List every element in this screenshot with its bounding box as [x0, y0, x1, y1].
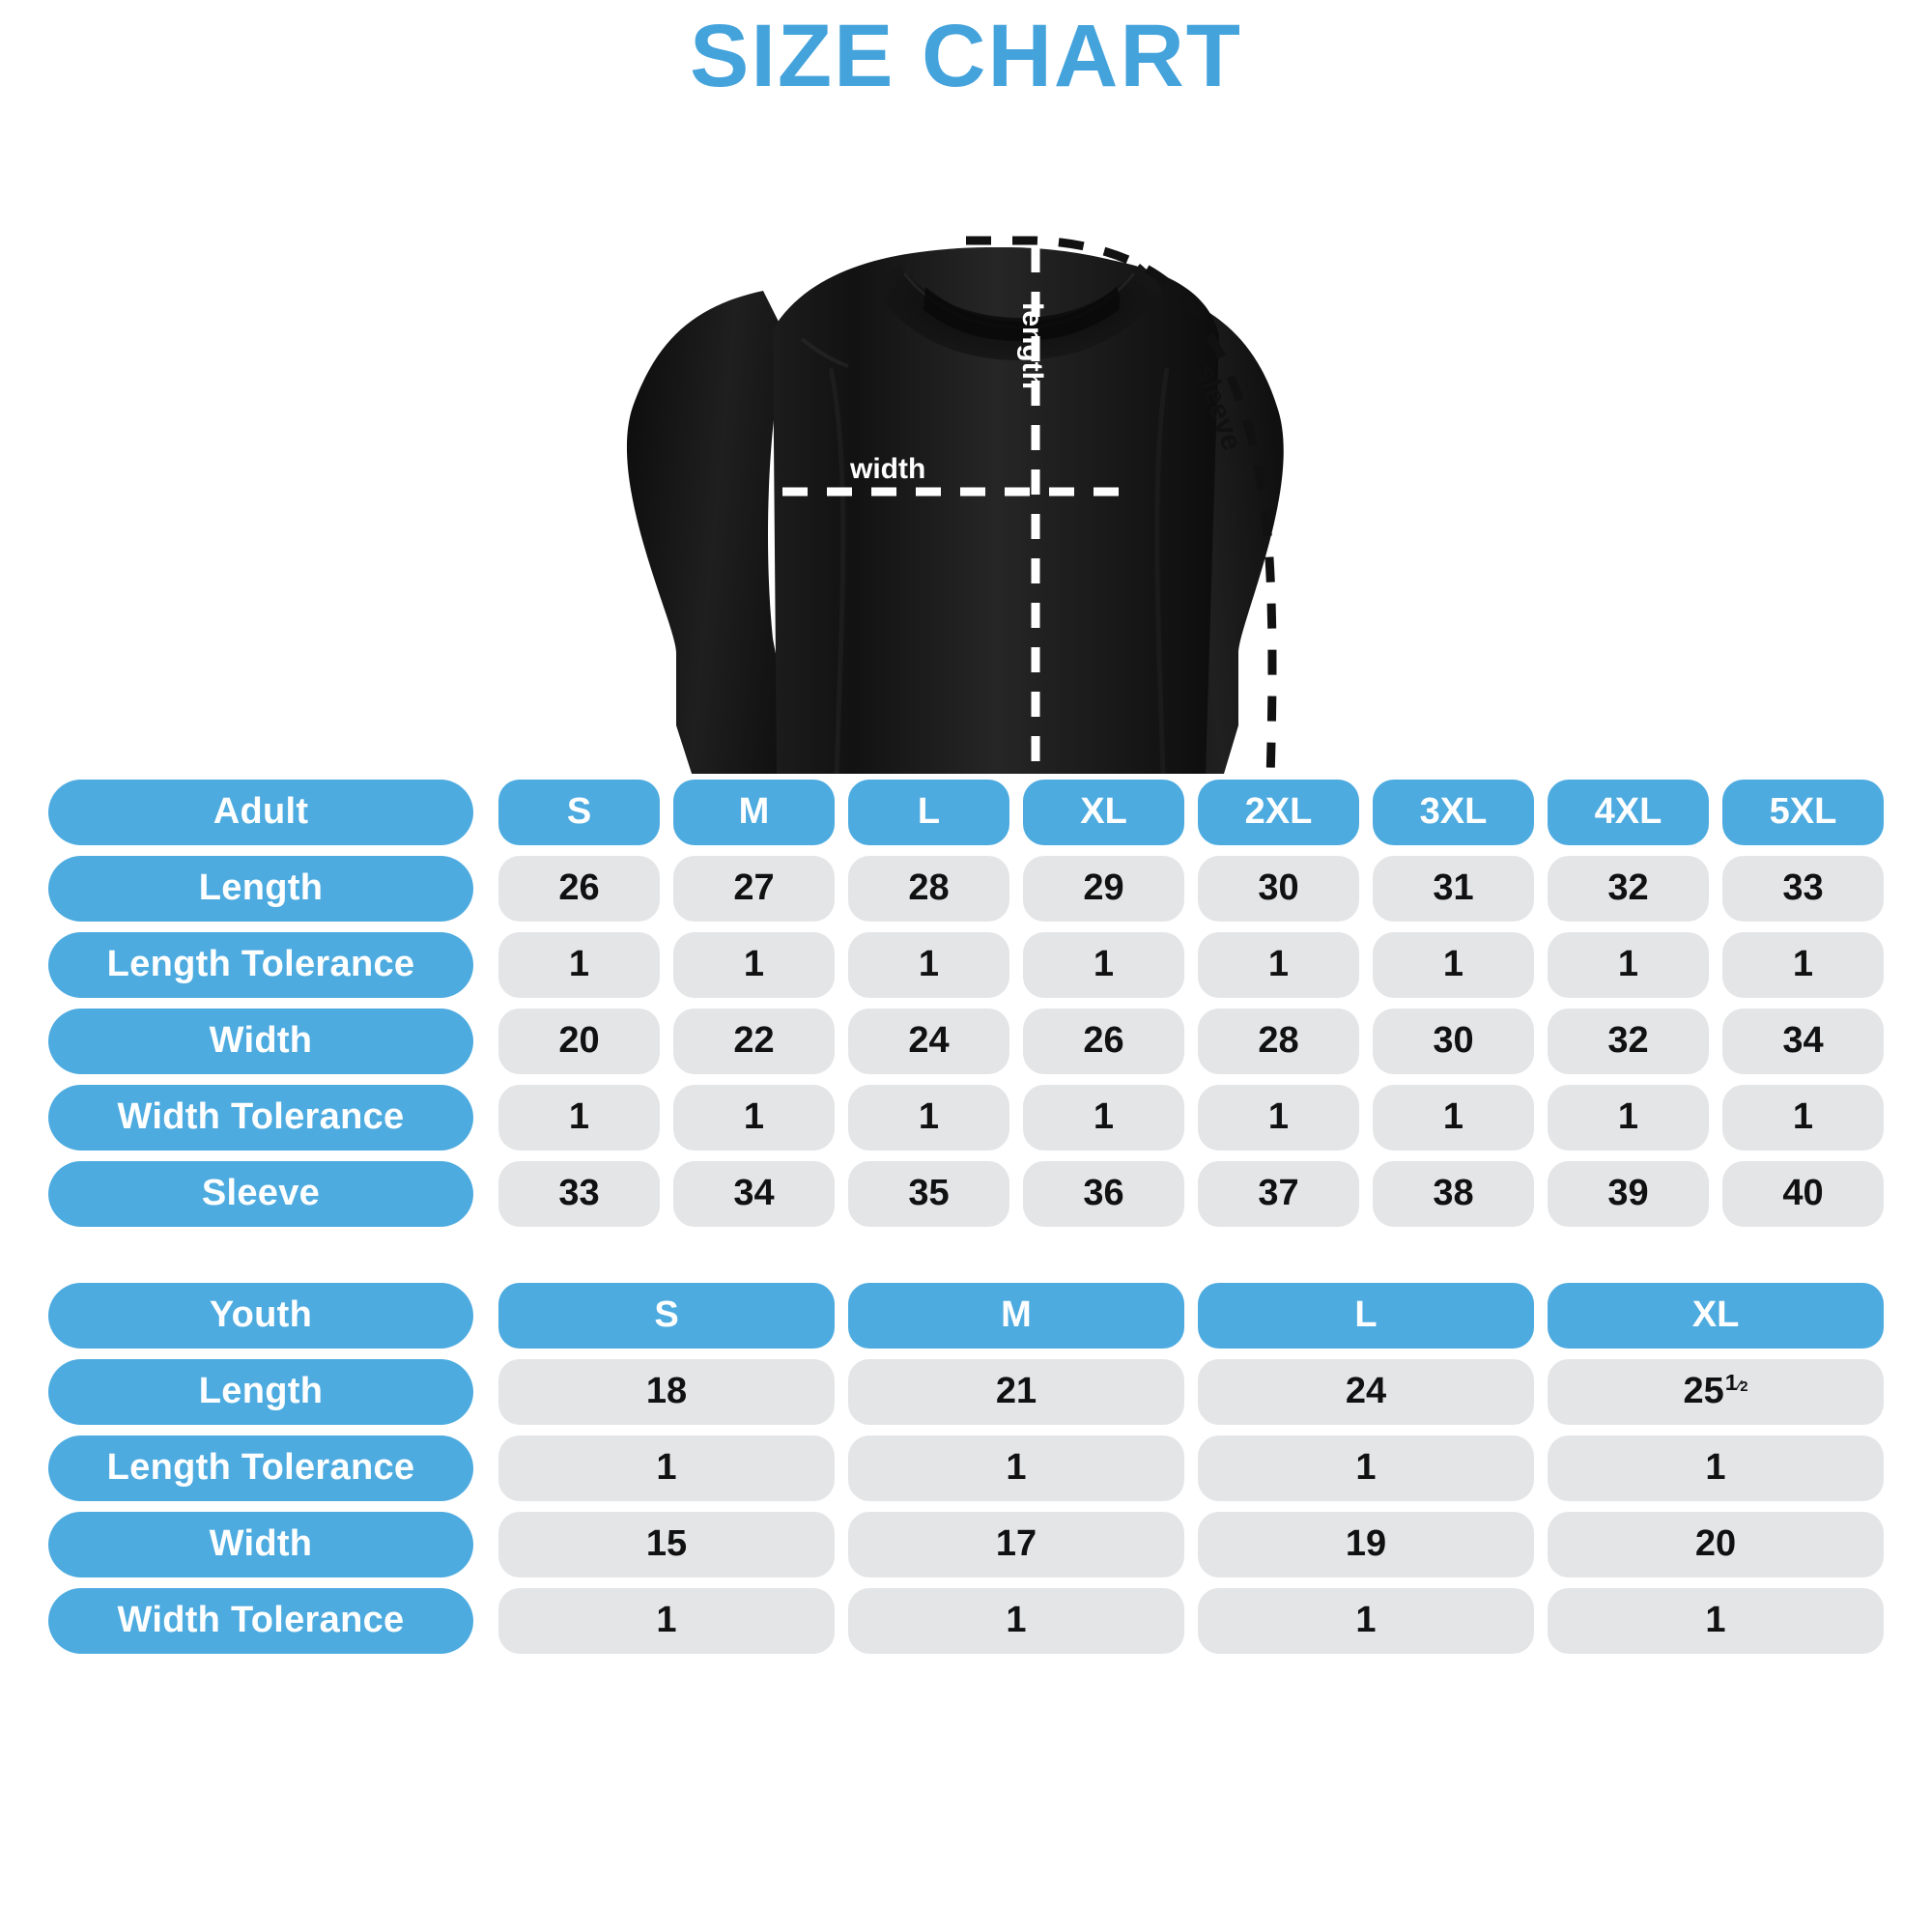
table-row: Width Tolerance 1 1 1 1: [48, 1587, 1884, 1654]
cell-value: 31: [1373, 855, 1534, 922]
cell-value: 30: [1373, 1008, 1534, 1074]
column-header-3xl: 3XL: [1373, 779, 1534, 845]
cell-value: 15: [498, 1511, 835, 1577]
cell-value: 24: [848, 1008, 1009, 1074]
cell-value: 40: [1722, 1160, 1884, 1227]
row-label-width-tolerance: Width Tolerance: [48, 1084, 473, 1151]
cell-value: 1: [848, 1084, 1009, 1151]
cell-value: 36: [1023, 1160, 1184, 1227]
cell-value: 37: [1198, 1160, 1359, 1227]
youth-size-table: Youth S M L XL Length 18 21 24 25 1⁄2 Len…: [48, 1282, 1884, 1654]
table-row: Width 20 22 24 26 28 30 32 34: [48, 1008, 1884, 1074]
cell-value: 38: [1373, 1160, 1534, 1227]
cell-value: 35: [848, 1160, 1009, 1227]
table-row: Sleeve 33 34 35 36 37 38 39 40: [48, 1160, 1884, 1227]
column-header-2xl: 2XL: [1198, 779, 1359, 845]
column-header-4xl: 4XL: [1548, 779, 1709, 845]
cell-value: 1: [1548, 1587, 1884, 1654]
row-label-length: Length: [48, 855, 473, 922]
cell-value: 1: [498, 931, 660, 998]
cell-value: 1: [848, 1435, 1184, 1501]
adult-column-headers: S M L XL 2XL 3XL 4XL 5XL: [498, 779, 1884, 845]
cell-value: 1: [498, 1587, 835, 1654]
cell-value: 1: [1548, 1084, 1709, 1151]
cell-value: 30: [1198, 855, 1359, 922]
table-row: Length 26 27 28 29 30 31 32 33: [48, 855, 1884, 922]
cell-value: 26: [498, 855, 660, 922]
column-header-xl: XL: [1548, 1282, 1884, 1349]
cell-value: 26: [1023, 1008, 1184, 1074]
cell-value-fraction: 25 1⁄2: [1548, 1358, 1884, 1425]
table-row: Length Tolerance 1 1 1 1: [48, 1435, 1884, 1501]
cell-value: 1: [1373, 1084, 1534, 1151]
cell-value: 22: [673, 1008, 835, 1074]
row-label-width: Width: [48, 1008, 473, 1074]
cell-value: 18: [498, 1358, 835, 1425]
cell-value: 32: [1548, 855, 1709, 922]
cell-value: 28: [848, 855, 1009, 922]
length-measure-label: length: [1016, 301, 1048, 389]
cell-value: 1: [1548, 931, 1709, 998]
sweatshirt-diagram: [627, 236, 1284, 774]
cell-value: 32: [1548, 1008, 1709, 1074]
row-label-sleeve: Sleeve: [48, 1160, 473, 1227]
cell-value: 34: [1722, 1008, 1884, 1074]
table-row: Length Tolerance 1 1 1 1 1 1 1 1: [48, 931, 1884, 998]
garment-illustration: width length sleeve: [0, 98, 1932, 774]
cell-value: 24: [1198, 1358, 1534, 1425]
column-header-5xl: 5XL: [1722, 779, 1884, 845]
cell-value: 1: [848, 931, 1009, 998]
column-header-m: M: [848, 1282, 1184, 1349]
adult-size-table: Adult S M L XL 2XL 3XL 4XL 5XL Length 26…: [48, 779, 1884, 1227]
cell-value: 1: [673, 931, 835, 998]
cell-value: 39: [1548, 1160, 1709, 1227]
cell-value: 1: [1198, 1587, 1534, 1654]
table-header-row: Adult S M L XL 2XL 3XL 4XL 5XL: [48, 779, 1884, 845]
cell-value: 17: [848, 1511, 1184, 1577]
cell-value: 27: [673, 855, 835, 922]
table-header-row: Youth S M L XL: [48, 1282, 1884, 1349]
cell-value: 20: [498, 1008, 660, 1074]
column-header-m: M: [673, 779, 835, 845]
cell-value: 1: [1198, 1084, 1359, 1151]
row-label-length: Length: [48, 1358, 473, 1425]
column-header-xl: XL: [1023, 779, 1184, 845]
cell-value: 1: [1023, 1084, 1184, 1151]
adult-table-title: Adult: [48, 779, 473, 845]
cell-value: 1: [1548, 1435, 1884, 1501]
youth-table-title: Youth: [48, 1282, 473, 1349]
table-row: Length 18 21 24 25 1⁄2: [48, 1358, 1884, 1425]
column-header-l: L: [1198, 1282, 1534, 1349]
column-header-l: L: [848, 779, 1009, 845]
cell-value: 33: [498, 1160, 660, 1227]
cell-value: 1: [848, 1587, 1184, 1654]
cell-value: 21: [848, 1358, 1184, 1425]
row-label-width: Width: [48, 1511, 473, 1577]
column-header-s: S: [498, 1282, 835, 1349]
cell-value: 1: [1722, 931, 1884, 998]
cell-value: 1: [498, 1084, 660, 1151]
cell-value: 1: [673, 1084, 835, 1151]
cell-value: 1: [1198, 931, 1359, 998]
cell-value: 1: [1373, 931, 1534, 998]
table-row: Width Tolerance 1 1 1 1 1 1 1 1: [48, 1084, 1884, 1151]
cell-value: 29: [1023, 855, 1184, 922]
row-label-length-tolerance: Length Tolerance: [48, 1435, 473, 1501]
cell-value: 20: [1548, 1511, 1884, 1577]
column-header-s: S: [498, 779, 660, 845]
youth-column-headers: S M L XL: [498, 1282, 1884, 1349]
row-label-length-tolerance: Length Tolerance: [48, 931, 473, 998]
cell-value: 1: [1722, 1084, 1884, 1151]
page-title: SIZE CHART: [690, 7, 1242, 105]
cell-value: 28: [1198, 1008, 1359, 1074]
row-label-width-tolerance: Width Tolerance: [48, 1587, 473, 1654]
cell-value: 34: [673, 1160, 835, 1227]
table-row: Width 15 17 19 20: [48, 1511, 1884, 1577]
cell-value: 1: [1198, 1435, 1534, 1501]
width-measure-label: width: [850, 452, 926, 485]
cell-value: 1: [498, 1435, 835, 1501]
cell-value: 1: [1023, 931, 1184, 998]
cell-value: 33: [1722, 855, 1884, 922]
cell-value: 19: [1198, 1511, 1534, 1577]
